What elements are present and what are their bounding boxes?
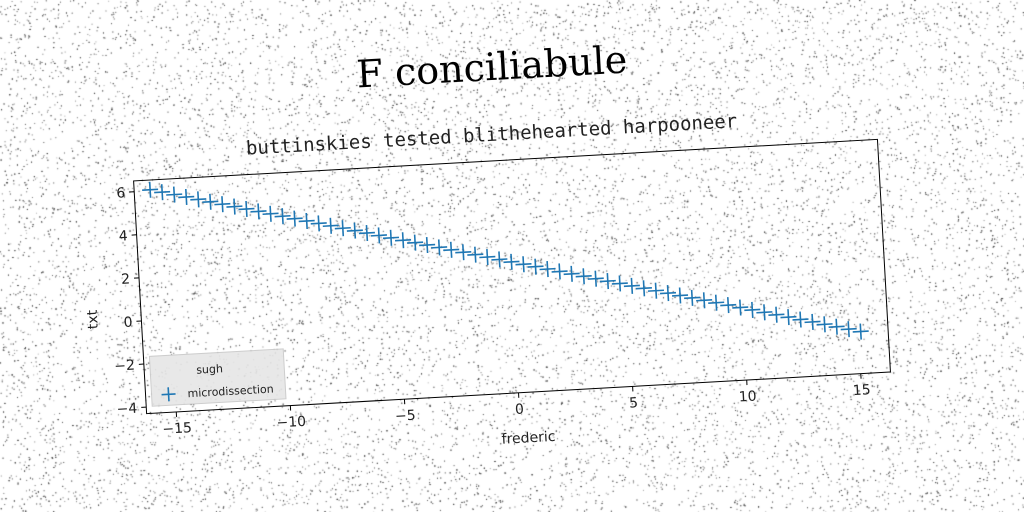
x-tick-label: 10 — [738, 389, 757, 406]
data-point — [431, 239, 448, 256]
x-tick-label: 15 — [852, 382, 871, 399]
x-tick-label: 5 — [629, 395, 639, 411]
data-point — [792, 311, 809, 328]
data-point — [310, 215, 327, 232]
x-tick-label: −5 — [395, 408, 417, 425]
data-points — [142, 181, 869, 340]
data-point — [358, 224, 375, 242]
data-point — [852, 323, 869, 340]
data-point — [539, 261, 556, 278]
data-point — [527, 258, 544, 275]
legend-marker-microdissection — [161, 387, 176, 402]
data-point — [419, 236, 436, 254]
data-point — [262, 205, 279, 222]
data-point — [154, 184, 171, 201]
x-axis-ticks: −15 −10 −5 0 5 10 15 — [162, 373, 871, 438]
data-point — [298, 212, 315, 230]
data-point — [732, 299, 749, 316]
data-point — [443, 241, 460, 258]
data-point — [659, 285, 677, 302]
data-point — [840, 321, 857, 338]
legend-entry-microdissection: microdissection — [187, 382, 274, 400]
chart-title: F conciliabule — [355, 37, 628, 96]
data-point — [563, 265, 580, 282]
y-tick-label: 4 — [118, 228, 128, 244]
data-point — [407, 234, 424, 251]
data-point — [828, 318, 845, 335]
y-axis-ticks: −4 −2 0 2 4 6 — [114, 185, 147, 418]
data-point — [696, 292, 713, 309]
x-axis-label: frederic — [501, 429, 556, 448]
plot-area: buttinskies tested blithehearted harpoon… — [85, 110, 891, 448]
y-tick-label: −4 — [116, 401, 138, 418]
data-point — [346, 222, 363, 239]
data-point — [491, 251, 508, 268]
data-point — [515, 256, 532, 273]
data-point — [647, 282, 665, 299]
data-point — [214, 196, 231, 213]
y-tick-label: 2 — [121, 271, 131, 287]
data-point — [334, 220, 351, 237]
data-point — [190, 191, 207, 208]
data-point — [684, 289, 701, 306]
data-point — [635, 280, 652, 297]
y-tick-label: 6 — [116, 185, 126, 201]
data-point — [720, 297, 737, 314]
data-point — [178, 188, 195, 206]
data-point — [479, 249, 496, 266]
data-point — [599, 273, 616, 290]
data-point — [467, 246, 484, 263]
data-point — [250, 203, 267, 220]
data-point — [551, 263, 568, 280]
data-point — [202, 193, 219, 210]
x-tick-label: −10 — [276, 414, 306, 432]
x-tick-label: −15 — [162, 420, 192, 438]
legend-box — [148, 348, 287, 407]
legend: sugh microdissection — [148, 348, 287, 407]
x-tick-label: 0 — [515, 402, 525, 418]
data-point — [623, 277, 640, 294]
data-point — [768, 306, 785, 323]
data-point — [322, 217, 339, 234]
data-point — [382, 229, 400, 246]
data-point — [816, 316, 833, 333]
chart-subtitle: buttinskies tested blithehearted harpoon… — [245, 110, 737, 159]
data-point — [274, 208, 291, 225]
data-point — [142, 181, 159, 198]
data-point — [455, 244, 472, 261]
data-point — [238, 200, 255, 218]
data-point — [708, 294, 725, 311]
legend-entry-sugh: sugh — [196, 362, 223, 376]
data-point — [166, 186, 183, 203]
data-point — [370, 227, 387, 244]
data-point — [575, 268, 592, 285]
data-point — [503, 253, 520, 270]
y-tick-label: −2 — [114, 358, 136, 375]
y-tick-label: 0 — [123, 314, 133, 330]
data-point — [756, 304, 773, 321]
data-point — [672, 287, 689, 304]
data-point — [780, 309, 797, 326]
data-point — [226, 198, 243, 215]
data-point — [395, 232, 412, 249]
data-point — [744, 301, 761, 318]
data-point — [587, 270, 604, 287]
data-point — [286, 210, 303, 227]
data-point — [804, 313, 821, 330]
y-axis-label: txt — [85, 309, 102, 330]
data-point — [611, 275, 628, 292]
